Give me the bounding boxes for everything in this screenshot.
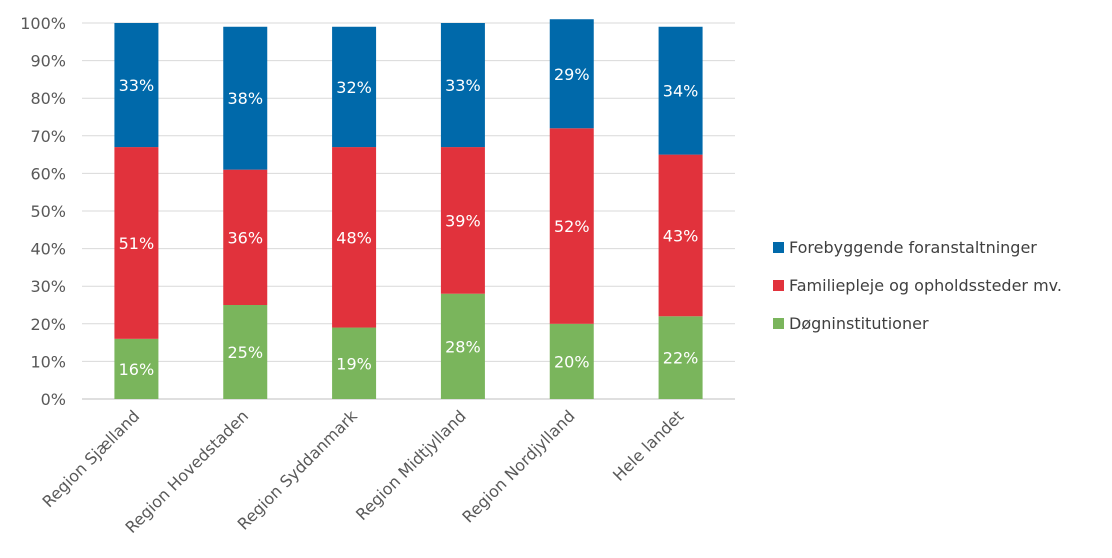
bar-segment: [332, 147, 377, 328]
data-label: 25%: [227, 343, 263, 362]
bar-segment: [440, 23, 485, 148]
x-category-label: Region Midtjylland: [352, 406, 470, 524]
data-label: 34%: [663, 82, 699, 101]
data-label: 20%: [554, 352, 590, 371]
data-label: 39%: [445, 211, 481, 230]
y-tick-label: 100%: [20, 14, 66, 33]
legend-swatch: [773, 242, 784, 253]
y-axis-tick-labels: 0% 10% 20% 30% 40% 50% 60% 70% 80% 90% 100%: [20, 14, 66, 409]
bar-segment: [440, 293, 485, 399]
y-tick-label: 0%: [41, 390, 66, 409]
bar-segment: [114, 147, 159, 339]
x-category-label: Region Hovedstaden: [121, 406, 252, 537]
bar-segment: [658, 154, 703, 317]
legend-item: Familiepleje og opholdssteder mv.: [773, 276, 1062, 295]
bar-segment: [223, 169, 268, 305]
bar-segment: [114, 338, 159, 399]
y-tick-label: 10%: [30, 352, 66, 371]
y-tick-label: 70%: [30, 127, 66, 146]
data-label: 36%: [227, 228, 263, 247]
legend-label: Familiepleje og opholdssteder mv.: [789, 276, 1062, 295]
y-tick-label: 20%: [30, 315, 66, 334]
x-category-label: Region Nordjylland: [458, 406, 578, 526]
bars: [114, 19, 703, 399]
y-tick-label: 50%: [30, 202, 66, 221]
bar-segment: [223, 26, 268, 170]
bar-segment: [223, 305, 268, 399]
y-tick-label: 30%: [30, 277, 66, 296]
legend-label: Døgninstitutioner: [789, 314, 929, 333]
x-category-label: Region Syddanmark: [234, 406, 362, 534]
data-label: 48%: [336, 228, 372, 247]
data-label: 43%: [663, 226, 699, 245]
y-tick-label: 40%: [30, 240, 66, 259]
data-label: 29%: [554, 65, 590, 84]
bar-segment: [332, 327, 377, 399]
data-label: 19%: [336, 354, 372, 373]
data-label: 32%: [336, 78, 372, 97]
data-label: 28%: [445, 337, 481, 356]
y-tick-label: 80%: [30, 89, 66, 108]
legend-swatch: [773, 318, 784, 329]
data-label: 38%: [227, 89, 263, 108]
bar-segment: [549, 19, 594, 129]
legend-item: Forebyggende foranstaltninger: [773, 238, 1037, 257]
data-label: 16%: [119, 360, 155, 379]
x-category-label: Region Sjælland: [38, 406, 143, 511]
grid-lines: [82, 22, 735, 400]
data-label: 51%: [119, 234, 155, 253]
bar-segment: [658, 316, 703, 399]
data-labels: 16% 51% 33% 25% 36% 38% 19% 48% 32% 28% 39% 33% 20% 5…: [119, 65, 699, 379]
bar-segment: [549, 323, 594, 399]
legend-swatch: [773, 280, 784, 291]
y-tick-label: 60%: [30, 164, 66, 183]
bar-segment: [114, 23, 159, 148]
data-label: 33%: [119, 76, 155, 95]
bar-segment: [549, 128, 594, 324]
bar-segment: [658, 26, 703, 155]
y-tick-label: 90%: [30, 52, 66, 71]
x-category-label: Hele landet: [609, 406, 687, 484]
legend: Forebyggende foranstaltninger Familieplej…: [773, 238, 1062, 333]
data-label: 33%: [445, 76, 481, 95]
bar-segment: [332, 26, 377, 148]
legend-label: Forebyggende foranstaltninger: [789, 238, 1037, 257]
bar-segment: [440, 147, 485, 294]
legend-item: Døgninstitutioner: [773, 314, 929, 333]
data-label: 22%: [663, 349, 699, 368]
data-label: 52%: [554, 217, 590, 236]
